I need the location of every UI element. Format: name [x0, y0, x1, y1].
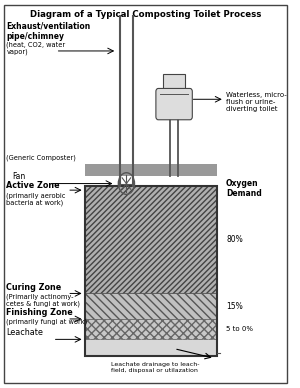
- Text: (Primarily actinomy-
cetes & fungi at work): (Primarily actinomy- cetes & fungi at wo…: [7, 293, 80, 307]
- Text: 15%: 15%: [226, 302, 243, 311]
- Bar: [85, 186, 218, 293]
- FancyBboxPatch shape: [156, 88, 192, 120]
- Text: Waterless, micro-
flush or urine-
diverting toilet: Waterless, micro- flush or urine- divert…: [226, 92, 287, 111]
- Text: 5 to 0%: 5 to 0%: [226, 326, 253, 332]
- Bar: [85, 319, 218, 340]
- Bar: [85, 186, 218, 293]
- Text: Exhaust/ventilation
pipe/chimney: Exhaust/ventilation pipe/chimney: [7, 22, 91, 42]
- Text: (Generic Composter): (Generic Composter): [7, 154, 76, 161]
- Text: (primarily fungi at work): (primarily fungi at work): [7, 319, 88, 326]
- Text: (heat, CO2, water
vapor): (heat, CO2, water vapor): [7, 41, 66, 55]
- Bar: [85, 293, 218, 319]
- Bar: [85, 164, 218, 176]
- Text: Fan: Fan: [12, 172, 26, 181]
- Text: Finishing Zone: Finishing Zone: [7, 308, 73, 317]
- Text: Leachate drainage to leach-
field, disposal or utilazation: Leachate drainage to leach- field, dispo…: [110, 362, 199, 373]
- Text: Curing Zone: Curing Zone: [7, 282, 62, 291]
- Bar: [85, 319, 218, 340]
- Text: Leachate: Leachate: [7, 328, 43, 338]
- Bar: [85, 340, 218, 356]
- Text: (primarily aerobic
bacteria at work): (primarily aerobic bacteria at work): [7, 192, 66, 206]
- Text: Active Zone: Active Zone: [7, 181, 60, 190]
- Bar: [85, 186, 218, 356]
- Text: Diagram of a Typical Composting Toilet Process: Diagram of a Typical Composting Toilet P…: [29, 10, 261, 19]
- Bar: [85, 293, 218, 319]
- Text: Oxygen
Demand: Oxygen Demand: [226, 178, 262, 198]
- Bar: [163, 74, 185, 95]
- Text: 80%: 80%: [226, 236, 243, 244]
